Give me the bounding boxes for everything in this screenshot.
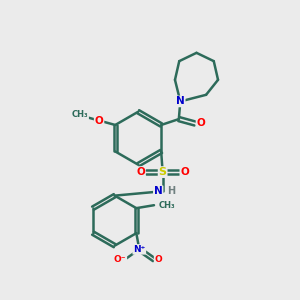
- Text: CH₃: CH₃: [158, 201, 175, 210]
- Text: N: N: [154, 186, 163, 196]
- Text: O: O: [180, 167, 189, 177]
- Text: O: O: [196, 118, 205, 128]
- Text: N⁺: N⁺: [133, 245, 145, 254]
- Text: O: O: [154, 255, 162, 264]
- Text: H: H: [167, 186, 175, 196]
- Text: CH₃: CH₃: [72, 110, 88, 119]
- Text: S: S: [159, 167, 167, 177]
- Text: N: N: [176, 96, 185, 106]
- Text: O⁻: O⁻: [114, 255, 126, 264]
- Text: O: O: [136, 167, 145, 177]
- Text: O: O: [95, 116, 103, 126]
